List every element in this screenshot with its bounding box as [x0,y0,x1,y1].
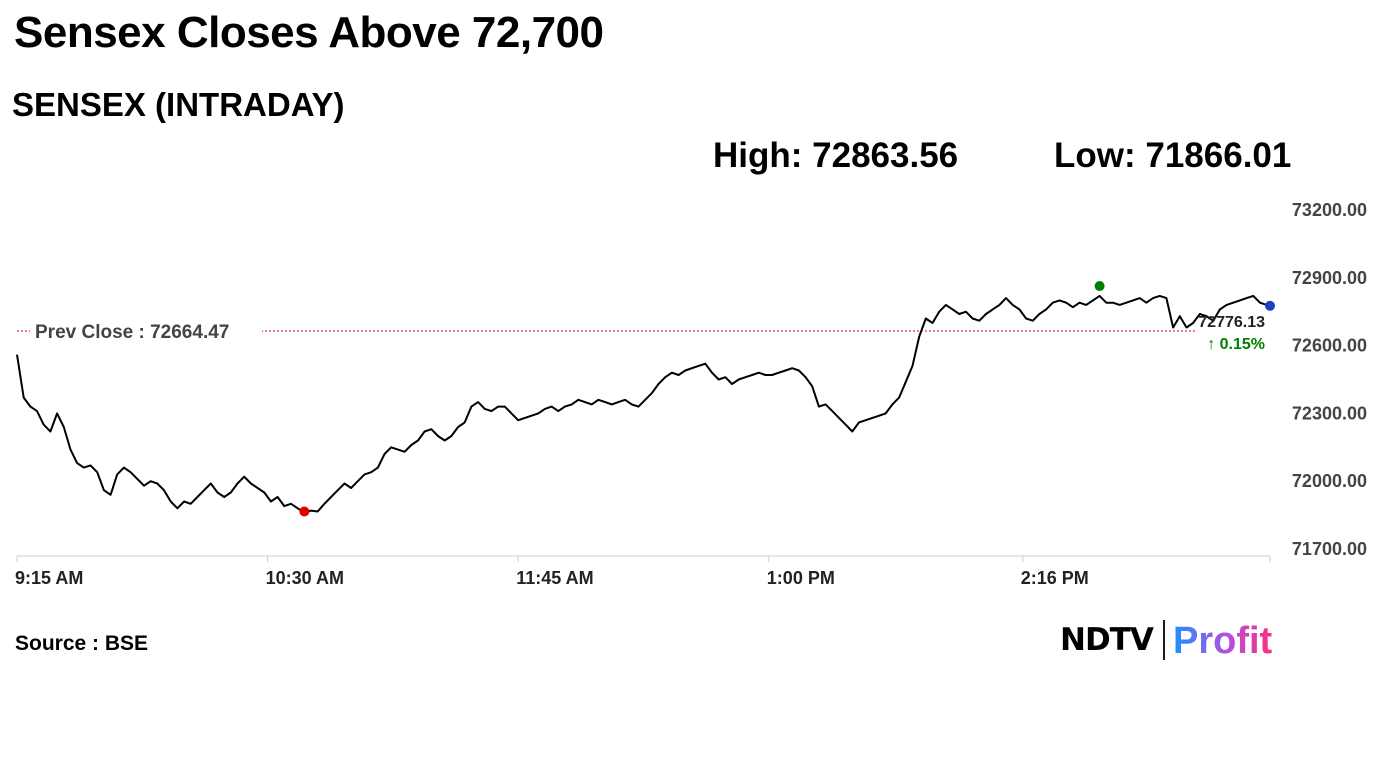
y-tick-label: 72300.00 [1292,403,1367,423]
labels-group: 72776.13 ↑ 0.15% [1198,314,1265,353]
y-tick-label: 71700.00 [1292,539,1367,559]
x-tick-label: 10:30 AM [266,568,344,588]
chart-subtitle: SENSEX (INTRADAY) [12,86,345,123]
intraday-line-chart: 9:15 AM 10:30 AM 11:45 AM 1:00 PM 2:16 PM 732… [15,200,1367,588]
prev-close-label: Prev Close : 72664.47 [35,322,229,343]
last-value-marker [1265,300,1275,311]
y-tick-label: 73200.00 [1292,200,1367,220]
low-marker [299,506,310,517]
last-value-label: 72776.13 [1198,314,1265,331]
chart-axes: 9:15 AM 10:30 AM 11:45 AM 1:00 PM 2:16 PM 732… [15,200,1367,588]
markers-group [299,281,1275,517]
sensex-series-line [16,294,1271,514]
logo-ndtv-text: NDTV [1060,622,1154,658]
y-tick-label: 72000.00 [1292,471,1367,491]
x-tick-label: 11:45 AM [516,568,593,588]
high-marker [1094,281,1105,292]
prev-close-label-bg [30,318,262,343]
logo-profit-text: Profit [1173,620,1273,662]
x-tick-label: 2:16 PM [1021,568,1089,588]
day-low-stat: Low: 71866.01 [1054,136,1292,175]
logo-profit-wordmark: Profit [1173,620,1273,662]
day-high-stat: High: 72863.56 [713,136,959,175]
y-tick-label: 72600.00 [1292,336,1367,356]
y-tick-label: 72900.00 [1292,268,1367,288]
chart-headline: Sensex Closes Above 72,700 [14,8,604,57]
ndtv-profit-logo: NDTV Profit [1060,618,1285,662]
plot-area [16,294,1271,514]
x-tick-label: 9:15 AM [15,568,83,588]
logo-separator [1162,620,1165,660]
x-tick-label: 1:00 PM [767,568,835,588]
change-percent-label: ↑ 0.15% [1207,336,1265,353]
source-note: Source : BSE [15,632,149,655]
prev-close-group: Prev Close : 72664.47 [17,318,1195,343]
